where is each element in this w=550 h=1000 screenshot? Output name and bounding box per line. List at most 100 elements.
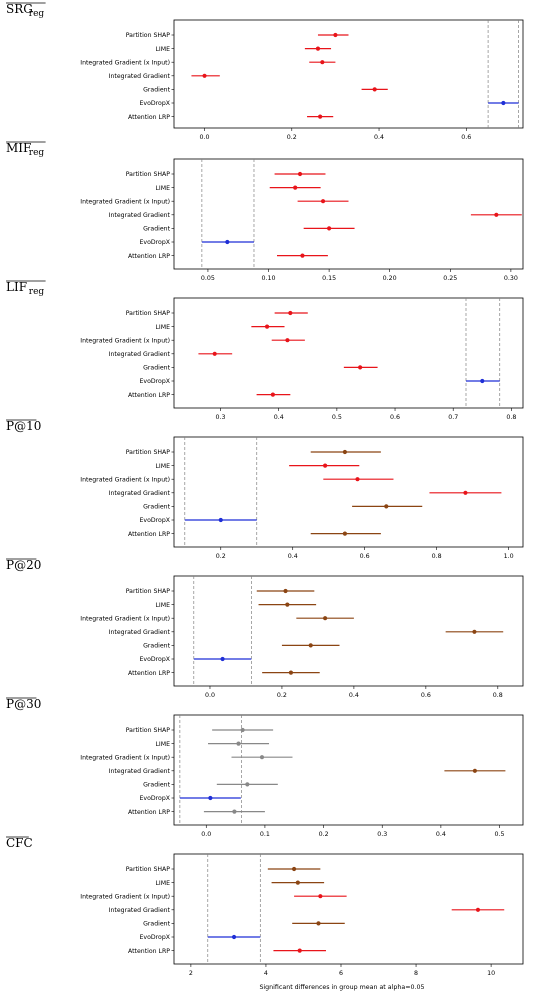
x-tick-label: 0.0 bbox=[205, 692, 215, 699]
mean-point bbox=[285, 602, 290, 607]
x-tick-label: 0.30 bbox=[504, 275, 518, 282]
method-label: Partition SHAP bbox=[126, 449, 171, 456]
x-tick-label: 0.6 bbox=[421, 692, 431, 699]
x-tick-label: 0.4 bbox=[436, 831, 446, 838]
method-label: Attention LRP bbox=[128, 114, 170, 121]
method-label: Partition SHAP bbox=[126, 727, 171, 734]
mean-point bbox=[283, 588, 288, 594]
x-tick-label: 0.3 bbox=[216, 414, 226, 421]
mean-point bbox=[472, 768, 478, 773]
x-tick-label: 4 bbox=[264, 970, 268, 977]
panel-title-subscript: reg bbox=[29, 287, 45, 297]
mean-point bbox=[384, 504, 389, 509]
plot-frame bbox=[173, 158, 524, 270]
method-label: Partition SHAP bbox=[126, 588, 171, 595]
method-label: LIME bbox=[155, 46, 170, 53]
panel-title-subscript: reg bbox=[29, 9, 45, 19]
method-label: EvoDropX bbox=[140, 795, 171, 802]
x-tick-label: 1.0 bbox=[504, 553, 514, 560]
method-label: Gradient bbox=[143, 226, 171, 233]
x-tick-label: 0.2 bbox=[319, 831, 329, 838]
x-tick-label: 0.15 bbox=[322, 275, 336, 282]
mean-point bbox=[231, 934, 237, 940]
method-label: LIME bbox=[155, 185, 170, 192]
method-label: Gradient bbox=[143, 643, 171, 650]
mean-point bbox=[316, 921, 321, 926]
method-label: LIME bbox=[155, 463, 170, 470]
x-tick-label: 6 bbox=[339, 970, 343, 977]
method-label: Integrated Gradient bbox=[109, 73, 171, 80]
x-tick-label: 10 bbox=[487, 970, 495, 977]
mean-point bbox=[333, 32, 338, 38]
method-label: Integrated Gradient (x Input) bbox=[80, 893, 170, 900]
mean-point bbox=[212, 351, 217, 356]
method-label: LIME bbox=[155, 741, 170, 748]
mean-point bbox=[501, 100, 506, 106]
x-tick-label: 0.10 bbox=[262, 275, 276, 282]
mean-point bbox=[295, 880, 300, 885]
mean-point bbox=[315, 46, 321, 51]
mean-point bbox=[372, 87, 377, 92]
method-label: Integrated Gradient bbox=[109, 490, 171, 497]
method-label: Gradient bbox=[143, 365, 171, 372]
plot-frame bbox=[173, 297, 524, 409]
mean-point bbox=[288, 310, 293, 316]
mean-point bbox=[240, 727, 245, 733]
method-label: Gradient bbox=[143, 504, 171, 511]
mean-point bbox=[355, 477, 360, 482]
x-tick-label: 0.0 bbox=[201, 831, 211, 838]
panel-6: P@30 Partition SHAP LIME Integrated Gradien… bbox=[6, 697, 524, 838]
mean-point bbox=[342, 531, 348, 536]
mean-point bbox=[320, 199, 326, 204]
method-label: EvoDropX bbox=[140, 100, 171, 107]
x-tick-label: 0.7 bbox=[448, 414, 458, 421]
method-label: LIME bbox=[155, 602, 170, 609]
mean-point bbox=[259, 755, 265, 760]
method-label: Integrated Gradient bbox=[109, 212, 171, 219]
panel-title: P@10 bbox=[6, 419, 41, 433]
panel-7: CFC Partition SHAP LIME Integrated Gradient… bbox=[6, 836, 524, 977]
panel-title: MIF bbox=[6, 141, 31, 155]
method-label: Integrated Gradient (x Input) bbox=[80, 476, 170, 483]
method-label: Partition SHAP bbox=[126, 310, 171, 317]
method-label: Gradient bbox=[143, 782, 171, 789]
mean-point bbox=[318, 894, 323, 899]
x-tick-label: 0.1 bbox=[260, 831, 270, 838]
mean-point bbox=[220, 656, 225, 662]
mean-point bbox=[293, 185, 298, 190]
mean-point bbox=[297, 171, 303, 177]
method-label: Attention LRP bbox=[128, 531, 170, 538]
x-tick-label: 0.6 bbox=[360, 553, 370, 560]
method-label: Partition SHAP bbox=[126, 32, 171, 39]
mean-point bbox=[225, 239, 230, 245]
plot-frame bbox=[173, 19, 524, 129]
mean-point bbox=[300, 253, 305, 258]
x-tick-label: 0.05 bbox=[201, 275, 215, 282]
method-label: Integrated Gradient (x Input) bbox=[80, 59, 170, 66]
method-label: Attention LRP bbox=[128, 670, 170, 677]
x-tick-label: 0.20 bbox=[383, 275, 397, 282]
method-label: EvoDropX bbox=[140, 239, 171, 246]
panel-title: SRG bbox=[6, 2, 33, 16]
method-label: Integrated Gradient bbox=[109, 907, 171, 914]
plot-frame bbox=[173, 853, 524, 965]
method-label: Attention LRP bbox=[128, 809, 170, 816]
method-label: Integrated Gradient bbox=[109, 629, 171, 636]
x-tick-label: 0.8 bbox=[493, 692, 503, 699]
mean-point bbox=[236, 741, 241, 746]
mean-point bbox=[291, 866, 297, 872]
x-tick-label: 0.5 bbox=[495, 831, 505, 838]
panel-title-subscript: reg bbox=[29, 148, 45, 158]
panel-title: LIF bbox=[6, 280, 27, 294]
method-label: Partition SHAP bbox=[126, 866, 171, 873]
method-label: Partition SHAP bbox=[126, 171, 171, 178]
mean-point bbox=[218, 517, 223, 523]
method-label: Integrated Gradient (x Input) bbox=[80, 337, 170, 344]
mean-point bbox=[358, 365, 363, 370]
panel-5: P@20 Partition SHAP LIME Integrated Gradien… bbox=[6, 558, 524, 699]
method-label: Gradient bbox=[143, 921, 171, 928]
mean-point bbox=[494, 212, 499, 217]
x-tick-label: 0.2 bbox=[277, 692, 287, 699]
panel-title: P@20 bbox=[6, 558, 41, 572]
